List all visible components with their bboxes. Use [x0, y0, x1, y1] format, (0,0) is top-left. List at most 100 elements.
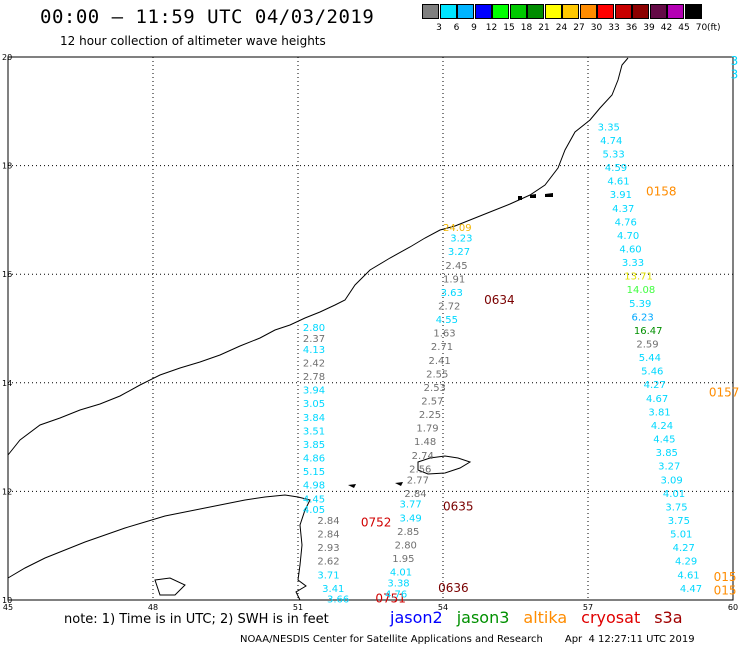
colorbar-swatch [684, 4, 702, 19]
wave-height-value: 4.37 [612, 204, 634, 215]
colorbar-label: 42 [660, 23, 673, 33]
wave-height-value: 3.33 [622, 258, 644, 269]
wave-height-value: 3.05 [303, 399, 325, 410]
wave-height-value: 2.53 [424, 383, 446, 394]
wave-height-value: 3.75 [668, 516, 690, 527]
wave-height-value: 2.72 [438, 301, 460, 312]
colorbar-label: 3 [436, 23, 442, 33]
wave-height-value: 2.84 [404, 489, 426, 500]
wave-height-value: 3.91 [610, 190, 632, 201]
wave-height-value: 2.84 [317, 516, 339, 527]
colorbar-swatch [527, 4, 544, 19]
wave-height-value: 2.59 [636, 340, 658, 351]
colorbar-label: 39 [643, 23, 655, 33]
wave-height-value: 3.75 [665, 502, 687, 513]
wave-height-value: 3.35 [598, 122, 620, 133]
latitude-tick-label: 10 [2, 596, 12, 605]
latitude-tick-label: 20 [2, 53, 12, 62]
wave-height-value: 4.24 [651, 421, 673, 432]
wave-height-value: 24.09 [443, 223, 472, 234]
colorbar-label: 24 [555, 23, 568, 33]
colorbar-label: 70 [695, 23, 708, 33]
page-title: 00:00 – 11:59 UTC 04/03/2019 [40, 6, 375, 28]
wave-height-value: 3.27 [448, 247, 470, 258]
credit-text: NOAA/NESDIS Center for Satellite Applica… [240, 634, 543, 645]
colorbar-label: 18 [520, 23, 533, 33]
colorbar-label: 21 [538, 23, 550, 33]
colorbar-label: 9 [471, 23, 477, 33]
map-frame [7, 56, 734, 601]
horn-of-africa-coastline [7, 494, 311, 601]
colorbar-label: 27 [573, 23, 585, 33]
latitude-tick-label: 18 [2, 162, 12, 171]
mission-label: jason2 [390, 608, 443, 627]
colorbar-label: 12 [485, 23, 498, 33]
colorbar-swatch [667, 4, 684, 19]
footer-note: note: 1) Time is in UTC; 2) SWH is in fe… [64, 612, 329, 627]
wave-height-value: 2.56 [409, 464, 431, 475]
pass-time-label: 0636 [438, 581, 469, 595]
wave-height-value: 4.01 [390, 568, 412, 579]
wave-height-value: 2.71 [431, 342, 453, 353]
wave-height-value: 2.80 [303, 323, 325, 334]
mission-label: jason3 [456, 608, 510, 627]
longitude-tick-label: 48 [148, 603, 158, 612]
page-subtitle: 12 hour collection of altimeter wave hei… [60, 34, 326, 48]
wave-height-value: 6.23 [632, 312, 654, 323]
wave-height-value: 4.13 [303, 345, 325, 356]
wave-height-value: 4.59 [605, 163, 627, 174]
socotra-island [417, 455, 472, 475]
wave-height-value: 4.45 [303, 494, 325, 505]
wave-height-value: 3.94 [303, 386, 325, 397]
wave-height-value: 3.77 [400, 500, 422, 511]
wave-height-value: 2.45 [445, 261, 467, 272]
wave-height-value: 4.76 [615, 217, 637, 228]
wave-height-value: 3.51 [303, 426, 325, 437]
wave-height-value: 1.63 [433, 329, 455, 340]
wave-height-value: 5.15 [303, 467, 325, 478]
wave-height-value: 2.42 [303, 359, 325, 370]
wave-height-value: 4.29 [675, 557, 697, 568]
colorbar-label: 36 [625, 23, 638, 33]
wave-height-value: 2.85 [397, 527, 419, 538]
wave-height-value: 2.57 [421, 397, 443, 408]
pass-time-label: 0157 [709, 385, 740, 399]
footer-credit: NOAA/NESDIS Center for Satellite Applica… [240, 634, 695, 645]
colorbar-swatch [422, 4, 439, 19]
wave-height-value: 1.79 [416, 424, 438, 435]
wave-height-value: 3.38 [387, 578, 409, 589]
credit-timestamp: Apr 4 12:27:11 UTC 2019 [564, 634, 695, 645]
wave-height-value: 3.84 [303, 413, 325, 424]
wave-height-value: 5.39 [629, 299, 651, 310]
wave-height-value: 4.98 [303, 481, 325, 492]
mission-label: cryosat [581, 608, 641, 627]
wave-height-value: 3.85 [656, 448, 678, 459]
wave-height-value: 4.55 [436, 315, 458, 326]
longitude-tick-label: 57 [583, 603, 593, 612]
wave-height-value: 4.27 [673, 543, 695, 554]
colorbar-swatch [544, 4, 562, 19]
wave-height-value: 3.41 [322, 584, 344, 595]
wave-height-value: 4.47 [680, 584, 702, 595]
colorbar-swatch [579, 4, 597, 19]
colorbar-swatch [439, 4, 457, 19]
wave-height-value: 1.91 [443, 274, 465, 285]
island [348, 484, 356, 488]
colorbar-label: 33 [608, 23, 620, 33]
wave-height-value: 1.95 [392, 554, 414, 565]
pass-time-label: 0751 [375, 592, 406, 606]
wave-height-value: 1.48 [414, 437, 436, 448]
wave-height-value: 5.46 [641, 367, 663, 378]
wave-height-value: 2.93 [317, 543, 339, 554]
colorbar-swatch [562, 4, 579, 19]
wave-height-value: 4.74 [600, 136, 622, 147]
wave-height-value: 2.37 [303, 334, 325, 345]
pass-time-label: 0634 [484, 293, 515, 307]
mission-label: s3a [654, 608, 683, 627]
wave-height-value: 4.01 [663, 489, 685, 500]
wave-height-value: 4.27 [644, 380, 666, 391]
wave-height-value: 3.27 [658, 462, 680, 473]
colorbar-swatch [492, 4, 509, 19]
colorbar-swatch [614, 4, 632, 19]
wave-height-value: 2.78 [303, 372, 325, 383]
